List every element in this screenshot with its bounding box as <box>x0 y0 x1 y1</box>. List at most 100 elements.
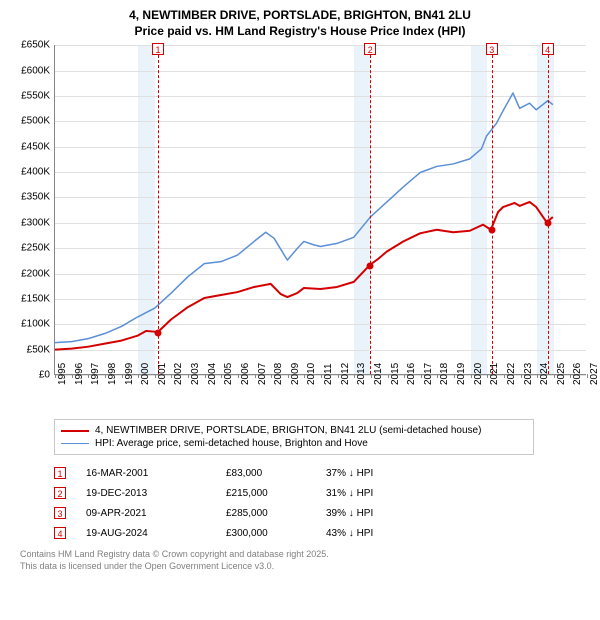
x-tick <box>72 374 73 378</box>
sales-pct: 43% ↓ HPI <box>326 528 446 539</box>
x-tick <box>371 374 372 378</box>
line-svg <box>55 45 586 374</box>
series-hpi <box>55 93 553 343</box>
x-tick <box>105 374 106 378</box>
x-tick-label: 2007 <box>257 363 268 385</box>
sales-date: 16-MAR-2001 <box>86 468 226 479</box>
footer: Contains HM Land Registry data © Crown c… <box>20 549 590 572</box>
chart-container: 4, NEWTIMBER DRIVE, PORTSLADE, BRIGHTON,… <box>0 0 600 620</box>
y-tick-label: £250K <box>21 243 50 254</box>
sales-marker-box: 3 <box>54 507 66 519</box>
x-tick-label: 2014 <box>373 363 384 385</box>
x-tick <box>587 374 588 378</box>
legend-label: HPI: Average price, semi-detached house,… <box>95 438 368 449</box>
x-tick-label: 2009 <box>290 363 301 385</box>
legend-swatch <box>61 430 89 432</box>
x-tick-label: 2027 <box>589 363 600 385</box>
x-tick <box>338 374 339 378</box>
x-tick-label: 2000 <box>140 363 151 385</box>
marker-box: 3 <box>486 43 498 55</box>
x-tick-label: 2003 <box>190 363 201 385</box>
marker-dot <box>155 330 162 337</box>
x-tick-label: 1995 <box>57 363 68 385</box>
marker-box: 1 <box>152 43 164 55</box>
chart-area: 1234 £0£50K£100K£150K£200K£250K£300K£350… <box>10 45 590 415</box>
x-tick <box>504 374 505 378</box>
x-tick <box>471 374 472 378</box>
legend: 4, NEWTIMBER DRIVE, PORTSLADE, BRIGHTON,… <box>54 419 534 455</box>
sales-date: 19-AUG-2024 <box>86 528 226 539</box>
x-tick-label: 2015 <box>390 363 401 385</box>
marker-line <box>548 45 549 374</box>
sales-row: 4 19-AUG-2024£300,00043% ↓ HPI <box>54 523 590 543</box>
y-tick-label: £300K <box>21 217 50 228</box>
x-tick-label: 2013 <box>356 363 367 385</box>
x-tick-label: 2024 <box>539 363 550 385</box>
x-tick-label: 2025 <box>556 363 567 385</box>
y-tick-label: £450K <box>21 141 50 152</box>
y-tick-label: £400K <box>21 167 50 178</box>
x-tick-label: 2022 <box>506 363 517 385</box>
marker-dot <box>544 219 551 226</box>
y-tick-label: £550K <box>21 90 50 101</box>
x-tick <box>122 374 123 378</box>
sales-price: £285,000 <box>226 508 326 519</box>
x-tick-label: 2005 <box>223 363 234 385</box>
x-tick-label: 2012 <box>340 363 351 385</box>
x-tick <box>55 374 56 378</box>
y-tick-label: £200K <box>21 268 50 279</box>
x-tick-label: 2006 <box>240 363 251 385</box>
x-tick <box>238 374 239 378</box>
x-tick <box>205 374 206 378</box>
x-tick <box>255 374 256 378</box>
x-tick-label: 2023 <box>523 363 534 385</box>
x-tick-label: 1999 <box>124 363 135 385</box>
x-tick-label: 2002 <box>173 363 184 385</box>
x-tick-label: 1996 <box>74 363 85 385</box>
x-tick <box>554 374 555 378</box>
x-tick <box>138 374 139 378</box>
sales-marker-box: 1 <box>54 467 66 479</box>
marker-dot <box>367 263 374 270</box>
x-tick <box>271 374 272 378</box>
sales-row: 1 16-MAR-2001£83,00037% ↓ HPI <box>54 463 590 483</box>
y-tick-label: £350K <box>21 192 50 203</box>
x-tick <box>321 374 322 378</box>
x-tick <box>421 374 422 378</box>
x-tick <box>188 374 189 378</box>
sales-price: £83,000 <box>226 468 326 479</box>
sales-pct: 37% ↓ HPI <box>326 468 446 479</box>
series-price_paid <box>55 202 553 350</box>
x-tick-label: 2010 <box>306 363 317 385</box>
x-tick <box>454 374 455 378</box>
x-tick-label: 2004 <box>207 363 218 385</box>
x-tick-label: 2016 <box>406 363 417 385</box>
sales-table: 1 16-MAR-2001£83,00037% ↓ HPI 2 19-DEC-2013… <box>54 463 590 543</box>
legend-row: 4, NEWTIMBER DRIVE, PORTSLADE, BRIGHTON,… <box>61 424 527 437</box>
sales-pct: 31% ↓ HPI <box>326 488 446 499</box>
x-tick <box>388 374 389 378</box>
y-tick-label: £500K <box>21 116 50 127</box>
y-tick-label: £100K <box>21 319 50 330</box>
x-tick-label: 1998 <box>107 363 118 385</box>
sales-marker-box: 2 <box>54 487 66 499</box>
x-tick-label: 2001 <box>157 363 168 385</box>
sales-row: 2 19-DEC-2013£215,00031% ↓ HPI <box>54 483 590 503</box>
sales-date: 19-DEC-2013 <box>86 488 226 499</box>
x-tick-label: 2017 <box>423 363 434 385</box>
legend-label: 4, NEWTIMBER DRIVE, PORTSLADE, BRIGHTON,… <box>95 425 481 436</box>
x-tick <box>155 374 156 378</box>
plot-region: 1234 <box>54 45 586 375</box>
sales-row: 3 09-APR-2021£285,00039% ↓ HPI <box>54 503 590 523</box>
x-tick <box>404 374 405 378</box>
x-tick <box>288 374 289 378</box>
x-tick <box>521 374 522 378</box>
marker-dot <box>488 227 495 234</box>
sales-price: £215,000 <box>226 488 326 499</box>
sales-pct: 39% ↓ HPI <box>326 508 446 519</box>
sales-date: 09-APR-2021 <box>86 508 226 519</box>
sales-marker-box: 4 <box>54 527 66 539</box>
sales-price: £300,000 <box>226 528 326 539</box>
x-tick-label: 2020 <box>473 363 484 385</box>
y-tick-label: £0 <box>39 370 50 381</box>
